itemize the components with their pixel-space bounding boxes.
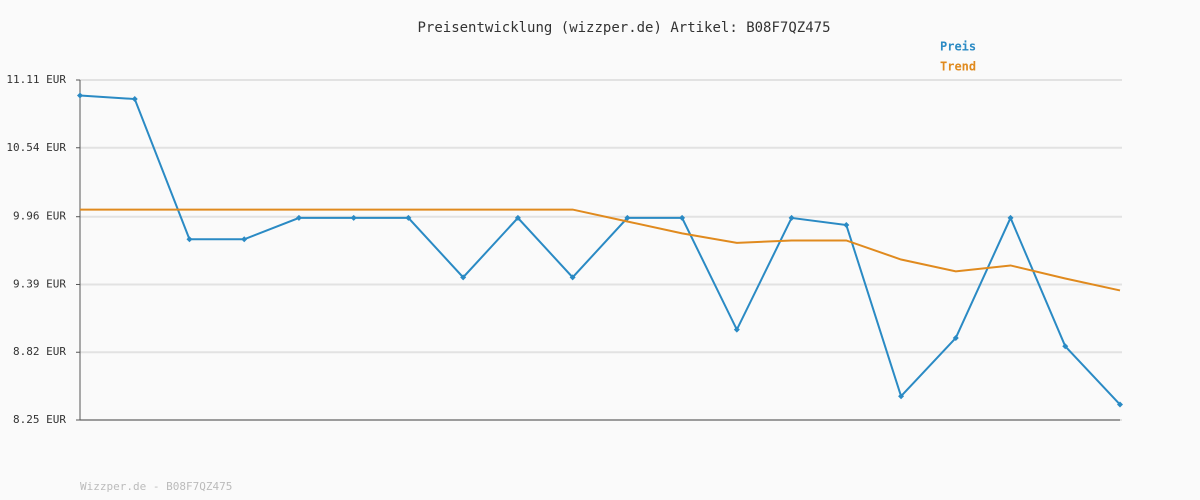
point-marker bbox=[186, 236, 193, 243]
point-marker bbox=[131, 96, 138, 103]
point-marker bbox=[295, 214, 302, 221]
point-marker bbox=[624, 214, 631, 221]
legend-entry: Trend bbox=[940, 60, 976, 74]
point-marker bbox=[952, 334, 959, 341]
chart-title: Preisentwicklung (wizzper.de) Artikel: B… bbox=[417, 20, 830, 36]
series-line bbox=[79, 94, 1121, 406]
point-marker bbox=[898, 393, 905, 400]
point-marker bbox=[843, 222, 850, 229]
point-marker bbox=[77, 92, 83, 99]
point-marker bbox=[1117, 401, 1123, 408]
y-tick-label: 8.25 EUR bbox=[13, 413, 66, 426]
y-tick-label: 11.11 EUR bbox=[6, 73, 66, 86]
point-marker bbox=[679, 214, 686, 221]
point-marker bbox=[788, 214, 795, 221]
y-tick-label: 9.39 EUR bbox=[13, 277, 66, 290]
point-marker bbox=[460, 274, 467, 281]
y-tick-label: 9.96 EUR bbox=[13, 210, 66, 223]
point-marker bbox=[514, 214, 521, 221]
point-marker bbox=[1007, 214, 1014, 221]
y-tick-label: 10.54 EUR bbox=[6, 141, 66, 154]
footer: Wizzper.de - B08F7QZ475 bbox=[80, 480, 232, 493]
y-tick-label: 8.82 EUR bbox=[13, 345, 66, 358]
point-marker bbox=[733, 326, 740, 333]
series-line bbox=[80, 208, 1121, 292]
point-marker bbox=[405, 214, 412, 221]
point-marker bbox=[1062, 343, 1069, 350]
legend-entry: Preis bbox=[940, 40, 976, 54]
point-marker bbox=[241, 236, 248, 243]
point-marker bbox=[569, 274, 576, 281]
point-marker bbox=[350, 214, 357, 221]
